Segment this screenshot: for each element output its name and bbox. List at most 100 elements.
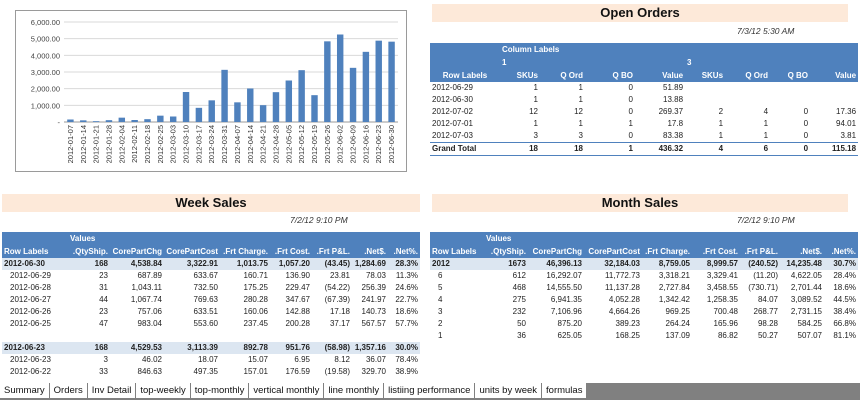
table-cell — [220, 232, 270, 245]
table-cell: 732.50 — [193, 283, 218, 292]
y-tick-label: 6,000.00 — [31, 18, 60, 27]
y-tick-label: 3,000.00 — [31, 68, 60, 77]
x-tick-label: 2012-01-28 — [104, 125, 113, 163]
table-cell: 18 — [500, 142, 540, 156]
table-row: 2012-07-01 1 1 1 17.8 1 1 0 94.01 — [430, 118, 858, 130]
sheet-tab-orders[interactable]: Orders — [49, 383, 88, 398]
table-cell: Values — [68, 232, 110, 245]
table-row: Row Labels SKUs Q Ord Q BO Value SKUs Q Ord Q B… — [430, 69, 859, 82]
table-row: Column Labels — [430, 43, 859, 56]
x-tick-label: 2012-03-10 — [182, 125, 191, 163]
table-cell — [685, 43, 726, 56]
table-cell: 1 — [500, 56, 540, 69]
sheet-tab-vertical-monthly[interactable]: vertical monthly — [249, 383, 325, 398]
x-tick-label: 2012-04-28 — [271, 125, 280, 163]
table-cell: 1673 — [484, 258, 528, 270]
sheet-tab-top-weekly[interactable]: top-weekly — [136, 383, 191, 398]
sheet-tab-inv-detail[interactable]: Inv Detail — [87, 383, 137, 398]
table-cell — [110, 330, 164, 342]
table-cell — [2, 330, 68, 342]
table-cell — [740, 232, 780, 245]
table-cell: 0 — [628, 131, 633, 140]
table-cell: 1 — [578, 83, 583, 92]
table-cell — [770, 94, 810, 106]
bar-2012-03-03 — [169, 116, 177, 122]
bar-2012-05-12 — [298, 70, 305, 122]
table-cell: 769.63 — [193, 295, 218, 304]
x-tick-label: 2012-02-11 — [130, 125, 139, 163]
bar-2012-02-18 — [144, 119, 151, 122]
table-cell: 969.25 — [665, 307, 690, 316]
table-cell: 142.88 — [285, 307, 310, 316]
bar-2012-01-28 — [105, 120, 113, 122]
table-cell: 11,137.28 — [605, 283, 640, 292]
table-cell — [352, 232, 388, 245]
table-row: 2012-06-23 168 4,529.53 3,113.39 892.78 951.7… — [2, 342, 420, 354]
sheet-tab-units-by-week[interactable]: units by week — [475, 383, 543, 398]
x-tick-label: 2012-06-09 — [349, 125, 358, 163]
table-cell: 389.23 — [615, 319, 640, 328]
table-cell — [388, 330, 420, 342]
table-row: 5 468 14,555.50 11,137.28 2,727.84 3,458.55 (7… — [430, 282, 858, 294]
bar-2012-06-09 — [349, 67, 357, 122]
table-cell: .QtyShip. — [68, 245, 110, 258]
sheet-tab-formulas[interactable]: formulas — [542, 383, 588, 398]
table-cell: 1 — [585, 142, 635, 156]
sheet-tab-summary[interactable]: Summary — [0, 383, 50, 398]
table-cell: 567.57 — [361, 319, 386, 328]
table-cell: 0 — [770, 142, 811, 156]
table-cell: 24.6% — [395, 283, 418, 292]
table-cell: 0 — [803, 107, 809, 116]
table-cell — [352, 330, 388, 342]
bar-2012-03-24 — [208, 100, 215, 122]
table-cell: 229.47 — [285, 283, 310, 292]
table-cell: 1,057.20 — [270, 258, 312, 270]
table-cell: 165.96 — [713, 319, 738, 328]
table-cell: 2012-06-23 — [2, 342, 68, 354]
table-cell: 1 — [763, 119, 769, 128]
table-cell: Q BO — [770, 69, 811, 82]
x-tick-label: 2012-06-30 — [387, 125, 396, 163]
open-orders-pivot-table: Column Labels 1 3 Row Labels SKUs Q Ord Q BO Va… — [430, 43, 859, 156]
table-cell: 256.39 — [361, 283, 386, 292]
sheet-tab-listiing-performance[interactable]: listiing performance — [384, 383, 476, 398]
table-cell: 553.60 — [193, 319, 218, 328]
x-tick-label: 2012-05-05 — [284, 125, 293, 163]
table-cell: 168 — [68, 342, 110, 354]
sheet-tab-top-monthly[interactable]: top-monthly — [190, 383, 250, 398]
table-cell — [810, 43, 859, 56]
table-cell: .Net%. — [388, 245, 420, 258]
table-cell: 4 — [763, 107, 769, 116]
sheet-tab-line-monthly[interactable]: line monthly — [324, 383, 385, 398]
x-tick-label: 2012-04-14 — [246, 125, 255, 163]
table-cell: 2012-07-01 — [432, 119, 473, 128]
table-cell: CorePartCost — [584, 245, 642, 258]
table-cell: 44 — [99, 295, 108, 304]
table-cell: Value — [810, 69, 859, 82]
table-cell — [388, 232, 420, 245]
table-row: 2012-06-29 1 1 0 51.89 — [430, 82, 858, 94]
table-cell: 3,113.39 — [164, 342, 220, 354]
table-cell — [312, 232, 352, 245]
table-row: Row Labels .QtyShip. CorePartChg CorePartCo… — [2, 245, 420, 258]
table-cell — [725, 43, 771, 56]
table-cell: 2012-06-26 — [10, 307, 51, 316]
table-cell: 140.73 — [361, 307, 386, 316]
table-row: 2012-06-27 44 1,067.74 769.63 280.28 347.67 (6… — [2, 294, 420, 306]
table-cell — [2, 232, 68, 245]
table-cell: Q BO — [585, 69, 635, 82]
bar-chart-svg: - 1,000.00 2,000.00 3,000.00 4,000.00 5,000.0… — [31, 18, 398, 163]
table-cell: 757.06 — [137, 307, 162, 316]
table-cell: 36 — [517, 331, 526, 340]
table-cell: 3.81 — [840, 131, 857, 140]
table-cell: CorePartCost — [164, 245, 220, 258]
table-cell: 1,013.75 — [220, 258, 270, 270]
week-sales-timestamp: 7/2/12 9:10 PM — [290, 215, 348, 225]
table-cell: 875.20 — [557, 319, 582, 328]
table-cell: 2012-06-25 — [10, 319, 51, 328]
table-cell: Grand Total — [430, 142, 500, 156]
table-cell — [725, 94, 770, 106]
table-cell — [780, 232, 824, 245]
table-cell: 1,043.11 — [131, 283, 162, 292]
table-row: 6 612 16,292.07 11,772.73 3,318.21 3,329.41 (1… — [430, 270, 858, 282]
